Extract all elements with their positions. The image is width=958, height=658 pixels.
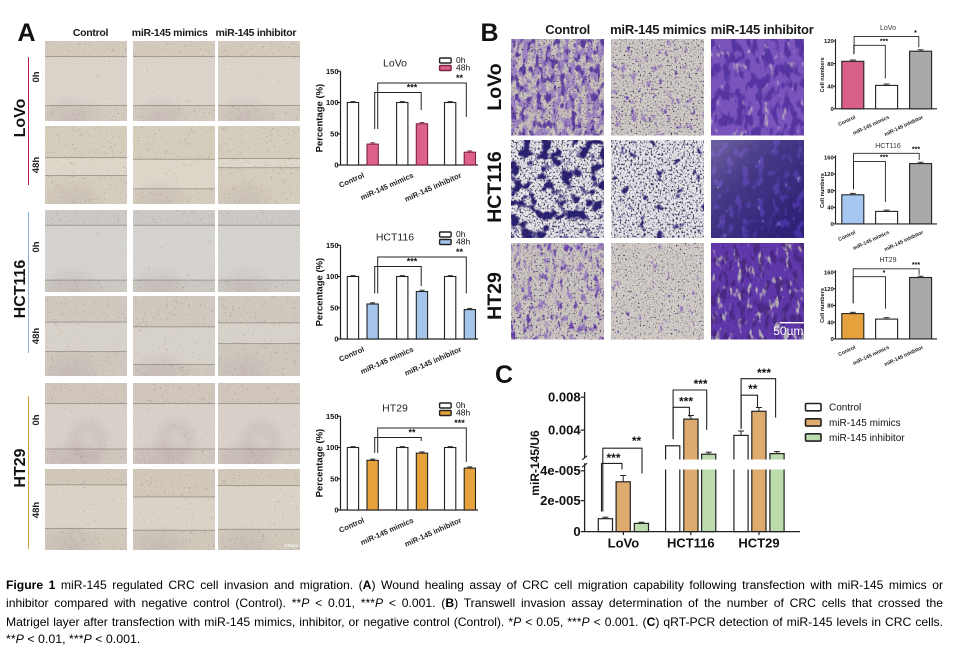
svg-text:100: 100 (326, 98, 339, 107)
svg-text:Cell numbers: Cell numbers (820, 288, 826, 323)
svg-text:48h: 48h (456, 236, 470, 246)
svg-text:40: 40 (827, 206, 833, 212)
svg-text:Cell numbers: Cell numbers (820, 173, 826, 208)
svg-text:*: * (883, 270, 886, 277)
svg-text:0h: 0h (456, 55, 466, 65)
svg-text:**: ** (456, 73, 464, 83)
svg-text:40: 40 (827, 320, 833, 326)
svg-text:***: *** (679, 395, 693, 409)
svg-text:0: 0 (830, 222, 833, 228)
svg-text:120: 120 (824, 39, 834, 45)
svg-text:miR-145 inhibitor: miR-145 inhibitor (884, 115, 925, 138)
svg-text:HCT116: HCT116 (376, 231, 414, 243)
svg-text:miR-145 mimics: miR-145 mimics (829, 418, 901, 429)
svg-text:Percentage (%): Percentage (%) (314, 84, 325, 153)
svg-text:miR-145 inhibitor: miR-145 inhibitor (884, 230, 925, 253)
svg-text:HCT29: HCT29 (738, 536, 779, 551)
svg-text:120: 120 (824, 172, 834, 178)
svg-text:***: *** (757, 366, 771, 380)
svg-text:40: 40 (827, 84, 833, 90)
svg-text:Control: Control (829, 403, 861, 414)
svg-text:160: 160 (824, 270, 834, 276)
svg-text:50µm: 50µm (773, 324, 803, 338)
svg-text:48h: 48h (456, 408, 470, 418)
svg-text:miR-145 inhibitor: miR-145 inhibitor (829, 433, 905, 444)
svg-text:Control: Control (837, 230, 857, 243)
svg-text:***: *** (407, 83, 418, 93)
svg-text:150: 150 (326, 412, 339, 421)
svg-text:50: 50 (330, 303, 338, 312)
svg-text:80: 80 (827, 304, 833, 310)
svg-text:***: *** (880, 39, 888, 46)
svg-text:2e-005: 2e-005 (540, 493, 580, 508)
svg-text:**: ** (632, 434, 642, 448)
svg-text:80: 80 (827, 62, 833, 68)
svg-text:100: 100 (326, 443, 339, 452)
svg-text:LoVo: LoVo (880, 25, 896, 32)
svg-text:**: ** (456, 247, 464, 257)
svg-text:HCT116: HCT116 (667, 536, 715, 551)
svg-text:***: *** (912, 147, 920, 154)
svg-text:100: 100 (326, 272, 339, 281)
svg-text:LoVo: LoVo (383, 58, 407, 70)
svg-text:100µm: 100µm (284, 543, 298, 548)
svg-text:Cell numbers: Cell numbers (820, 57, 826, 92)
svg-text:150: 150 (326, 240, 339, 249)
svg-text:80: 80 (827, 189, 833, 195)
svg-text:160: 160 (824, 156, 834, 162)
svg-text:0h: 0h (456, 229, 466, 239)
svg-text:0: 0 (334, 334, 338, 343)
svg-text:Control: Control (338, 516, 366, 535)
svg-text:HT29: HT29 (382, 403, 408, 415)
svg-text:LoVo: LoVo (608, 536, 640, 551)
svg-text:0h: 0h (456, 400, 466, 410)
svg-text:*: * (914, 30, 917, 37)
svg-text:***: *** (880, 155, 888, 162)
svg-text:***: *** (454, 418, 465, 428)
svg-text:150: 150 (326, 67, 339, 76)
svg-text:Control: Control (837, 114, 857, 127)
svg-text:0: 0 (334, 161, 338, 170)
svg-text:0: 0 (334, 506, 338, 515)
svg-text:120: 120 (824, 287, 834, 293)
svg-text:***: *** (407, 256, 418, 266)
svg-text:48h: 48h (456, 63, 470, 73)
svg-text:**: ** (408, 428, 416, 438)
svg-text:***: *** (912, 262, 920, 269)
svg-text:Percentage (%): Percentage (%) (314, 429, 325, 498)
svg-text:miR-145/U6: miR-145/U6 (528, 430, 542, 496)
svg-text:HT29: HT29 (879, 257, 896, 264)
svg-text:***: *** (606, 451, 620, 465)
svg-text:**: ** (748, 382, 758, 396)
svg-text:Control: Control (338, 171, 366, 190)
svg-text:HCT116: HCT116 (875, 143, 901, 150)
svg-text:Control: Control (837, 345, 857, 358)
svg-text:4e-005: 4e-005 (540, 463, 580, 478)
svg-text:0: 0 (830, 107, 833, 113)
svg-text:50: 50 (330, 475, 338, 484)
svg-text:Percentage (%): Percentage (%) (314, 257, 325, 326)
svg-text:0: 0 (830, 337, 833, 343)
svg-text:0.008: 0.008 (548, 390, 581, 405)
svg-text:0: 0 (573, 524, 580, 539)
svg-text:50: 50 (330, 130, 338, 139)
svg-text:Control: Control (338, 344, 366, 363)
svg-text:***: *** (694, 377, 708, 391)
svg-text:0.004: 0.004 (548, 423, 581, 438)
svg-text:miR-145 inhibitor: miR-145 inhibitor (884, 345, 925, 368)
